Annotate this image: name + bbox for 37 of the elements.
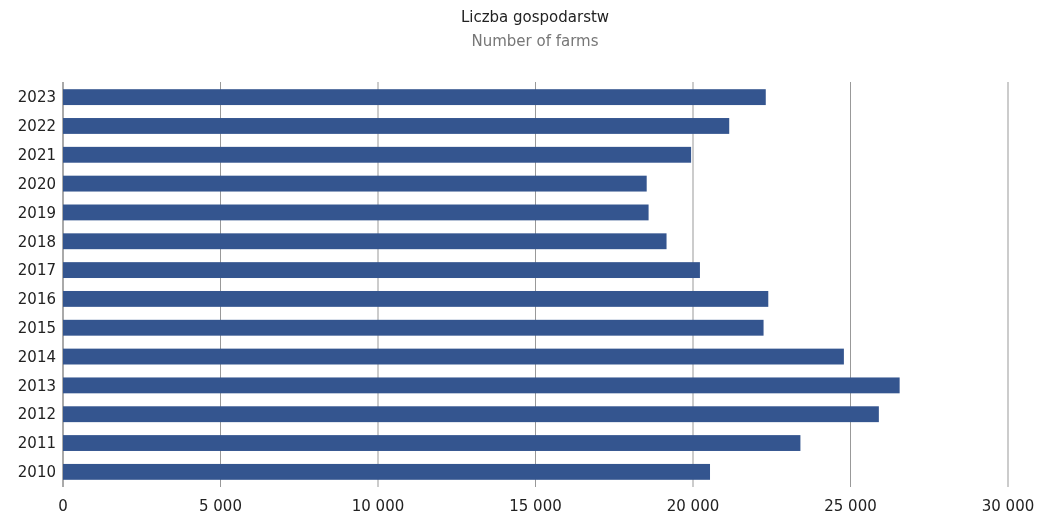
bar [63,377,900,394]
bar [63,175,647,192]
bar [63,233,667,250]
y-tick-label: 2012 [17,405,56,424]
bar [63,262,700,279]
chart-title: Liczba gospodarstw [460,8,610,26]
y-tick-label: 2013 [17,376,56,395]
bar [63,435,801,451]
bar [63,89,766,106]
x-tick-label: 20 000 [666,497,720,515]
y-tick-label: 2011 [17,434,56,453]
x-tick-label: 10 000 [351,497,405,515]
bar [63,204,649,221]
y-tick-label: 2017 [17,261,56,280]
x-tick-label: 30 000 [981,497,1035,515]
x-tick-label: 0 [58,497,68,515]
bar [63,463,711,480]
y-tick-label: 2020 [17,174,56,193]
bar [63,118,730,134]
y-tick-label: 2022 [17,117,56,136]
bar [63,406,879,423]
y-tick-label: 2016 [17,290,56,309]
bar [63,348,844,365]
bar [63,290,769,307]
bar [63,146,692,163]
y-tick-label: 2014 [17,347,56,366]
x-tick-label: 5 000 [199,497,242,515]
y-tick-label: 2021 [17,146,56,165]
bar [63,319,764,336]
y-tick-label: 2018 [17,232,56,251]
chart-subtitle: Number of farms [471,32,599,50]
y-tick-label: 2023 [17,88,56,107]
y-tick-label: 2019 [17,203,56,222]
x-tick-label: 25 000 [824,497,877,515]
y-tick-label: 2015 [17,318,56,337]
x-tick-label: 15 000 [509,497,562,515]
y-tick-label: 2010 [17,463,56,482]
